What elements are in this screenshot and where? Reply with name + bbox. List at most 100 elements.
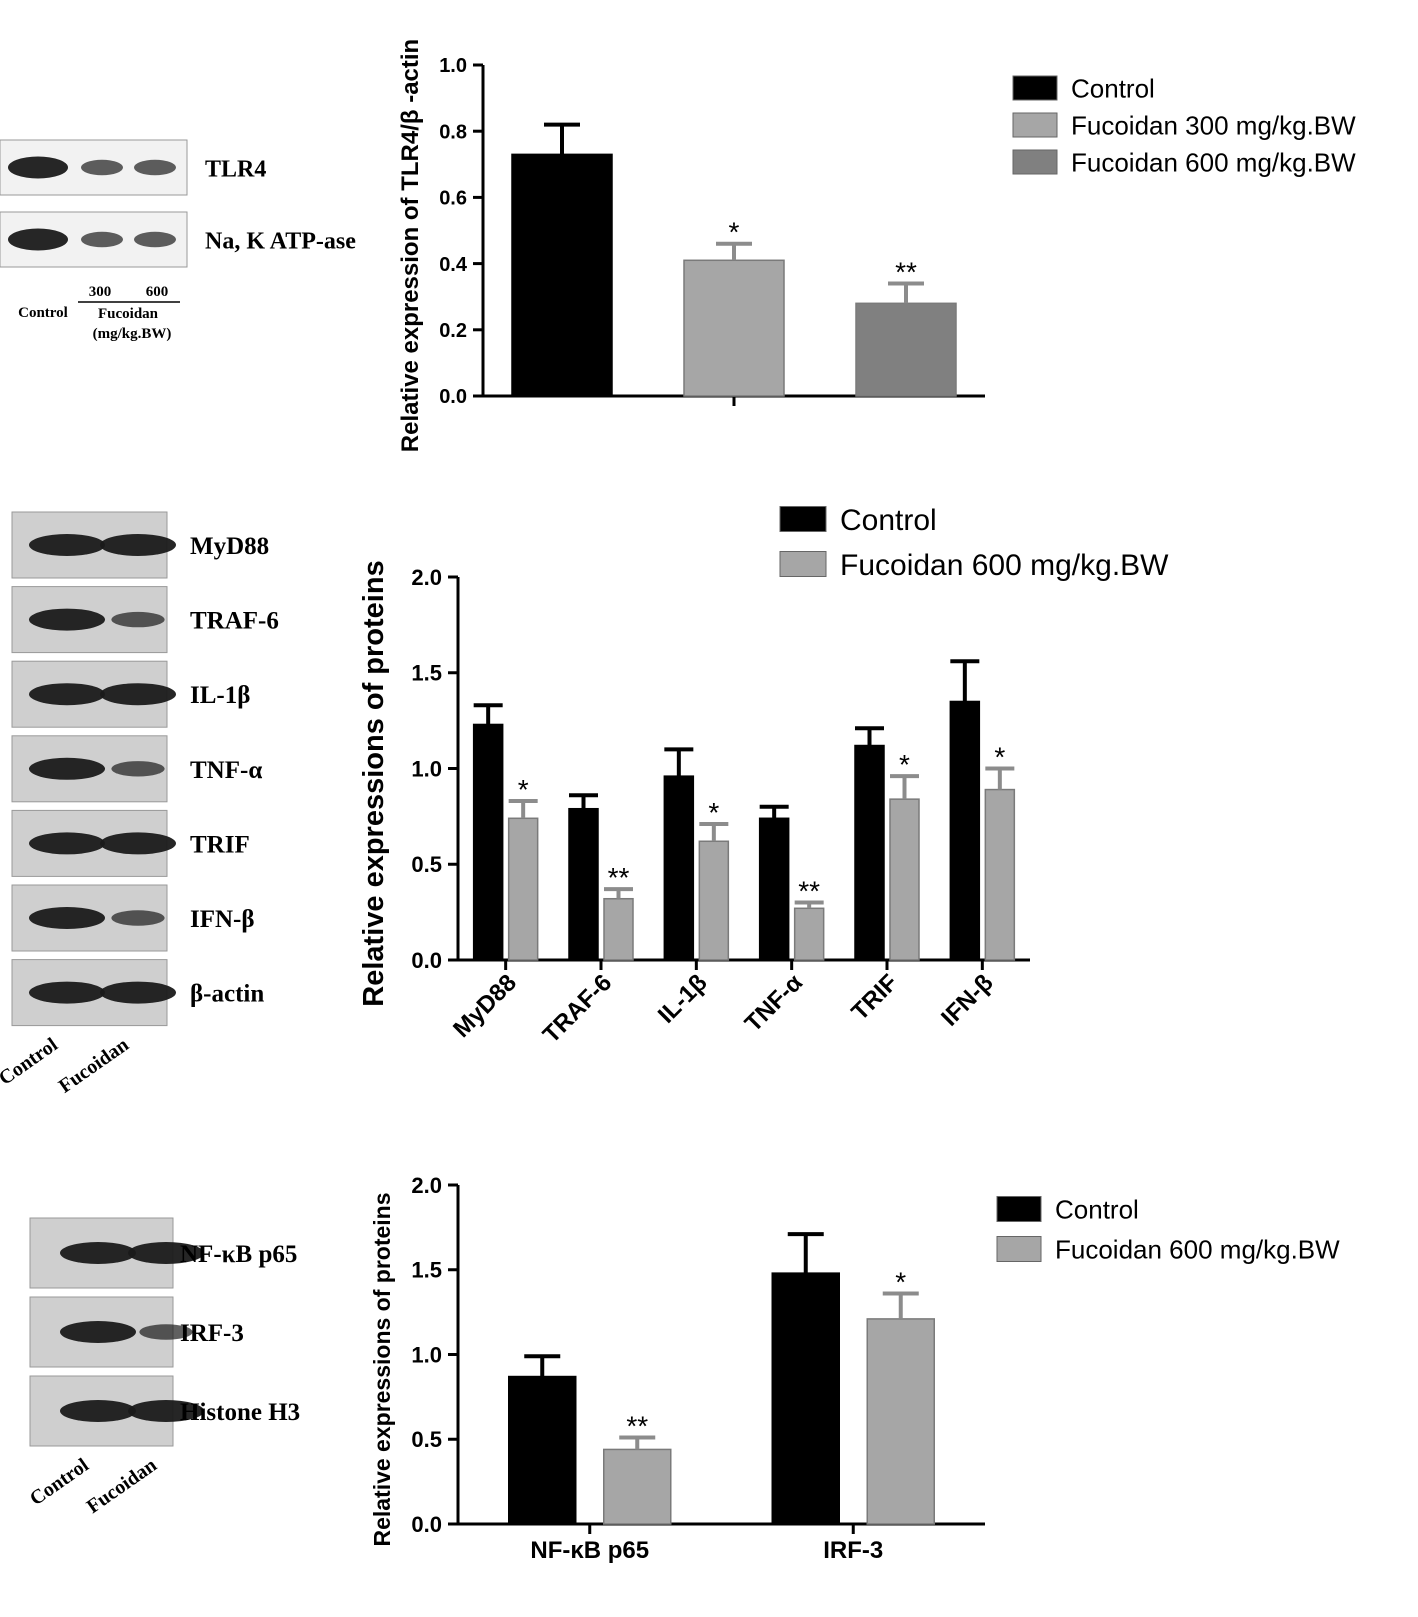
- x-tick-label: TRAF-6: [538, 969, 617, 1048]
- lane-label: Fucoidan: [83, 1454, 161, 1518]
- y-tick-label: 0.5: [411, 1427, 442, 1452]
- blot-band: [134, 159, 176, 176]
- bar: [949, 700, 981, 961]
- bar: [683, 259, 785, 397]
- legend-label: Control: [1055, 1194, 1139, 1224]
- y-tick-label: 0.6: [439, 188, 467, 210]
- blot-band: [100, 981, 176, 1004]
- bar: [855, 302, 957, 397]
- legend-swatch: [996, 1196, 1042, 1222]
- band-label: TRIF: [190, 831, 250, 858]
- blot-band: [60, 1321, 136, 1343]
- blot-band: [128, 1400, 204, 1422]
- band-label: Histone H3: [180, 1399, 300, 1426]
- band-label: MyD88: [190, 533, 269, 560]
- blot-band: [60, 1400, 136, 1422]
- bar: [511, 153, 613, 397]
- band-label: NF-κB p65: [180, 1241, 297, 1268]
- blot-band: [8, 156, 68, 179]
- legend-swatch: [1012, 112, 1058, 138]
- x-tick-label: NF-κB p65: [530, 1537, 649, 1564]
- y-axis-label: Relative expressions of proteins: [369, 1192, 395, 1546]
- y-tick-label: 2.0: [411, 1173, 442, 1198]
- legend-swatch: [779, 551, 827, 577]
- x-tick-label: MyD88: [448, 969, 522, 1043]
- bar: [603, 897, 634, 961]
- bar: [793, 907, 825, 961]
- legend-swatch: [1012, 149, 1058, 175]
- lane-label: Control: [18, 305, 68, 321]
- blot-band: [111, 611, 165, 628]
- dose-label: 600: [146, 284, 169, 300]
- group-label: Fucoidan: [98, 306, 159, 322]
- significance: *: [895, 1266, 906, 1297]
- x-tick-label: TNF-α: [740, 969, 808, 1037]
- legend-swatch: [996, 1236, 1042, 1262]
- significance: *: [518, 774, 529, 805]
- band-label: TLR4: [205, 157, 266, 183]
- bar: [507, 817, 539, 961]
- blot-band: [111, 910, 165, 926]
- bar: [508, 1375, 577, 1525]
- x-tick-label: IFN-β: [936, 969, 998, 1031]
- blot-band: [29, 608, 105, 631]
- bar: [663, 775, 695, 961]
- blot-band: [29, 907, 105, 929]
- y-tick-label: 0.5: [411, 852, 442, 877]
- bar: [771, 1272, 840, 1525]
- legend-swatch: [779, 506, 827, 532]
- dose-label: 300: [89, 284, 112, 300]
- lane-label: Control: [0, 1033, 62, 1089]
- band-label: IFN-β: [190, 906, 255, 933]
- significance: **: [798, 876, 820, 907]
- x-tick-label: TRIF: [846, 969, 903, 1026]
- blot-band: [134, 231, 176, 248]
- significance: **: [626, 1411, 648, 1442]
- bar: [758, 817, 790, 961]
- band-label: IL-1β: [190, 682, 250, 709]
- blot-band: [60, 1242, 136, 1264]
- significance: *: [899, 749, 910, 780]
- y-tick-label: 2.0: [411, 565, 442, 590]
- legend-label: Fucoidan 600 mg/kg.BW: [1055, 1234, 1340, 1264]
- band-label: Na, K ATP-ase: [205, 229, 356, 255]
- band-label: β-actin: [190, 981, 264, 1008]
- y-tick-label: 0.8: [439, 121, 467, 143]
- band-label: IRF-3: [180, 1320, 244, 1347]
- significance: **: [608, 862, 630, 893]
- legend-label: Fucoidan 300 mg/kg.BW: [1071, 110, 1356, 140]
- blot-band: [139, 1324, 193, 1340]
- bar: [698, 840, 730, 961]
- bar: [889, 798, 920, 961]
- y-tick-label: 0.0: [411, 948, 442, 973]
- x-tick-label: IRF-3: [823, 1537, 883, 1564]
- y-tick-label: 0.0: [439, 386, 467, 408]
- significance: *: [994, 742, 1005, 773]
- bar: [472, 723, 504, 961]
- bar: [854, 744, 885, 961]
- y-tick-label: 1.0: [411, 756, 442, 781]
- significance: *: [729, 217, 740, 248]
- bar: [984, 788, 1016, 961]
- y-tick-label: 0.0: [411, 1512, 442, 1537]
- blot-band: [100, 683, 176, 706]
- y-tick-label: 1.0: [411, 1342, 442, 1367]
- legend-label: Control: [1071, 73, 1155, 103]
- legend-label: Fucoidan 600 mg/kg.BW: [1071, 147, 1356, 177]
- blot-band: [81, 159, 123, 176]
- y-tick-label: 1.0: [439, 55, 467, 77]
- bar: [603, 1448, 672, 1525]
- bar: [568, 807, 599, 961]
- blot-band: [29, 981, 105, 1004]
- band-label: TNF-α: [190, 757, 262, 784]
- y-tick-label: 0.4: [439, 254, 468, 276]
- legend-label: Control: [840, 504, 937, 537]
- significance: **: [895, 256, 917, 287]
- significance: *: [708, 797, 719, 828]
- legend-swatch: [1012, 75, 1058, 101]
- y-tick-label: 1.5: [411, 1258, 442, 1283]
- unit-label: (mg/kg.BW): [93, 326, 172, 342]
- legend-label: Fucoidan 600 mg/kg.BW: [840, 549, 1169, 582]
- blot-band: [128, 1242, 204, 1264]
